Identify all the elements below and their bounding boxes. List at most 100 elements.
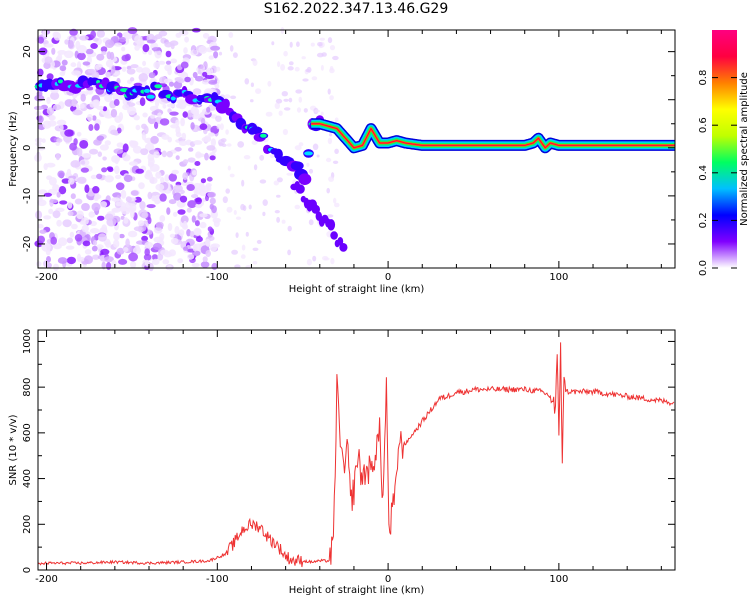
noise-speckle [194, 161, 201, 166]
noise-speckle [72, 109, 83, 116]
noise-speckle [81, 217, 89, 226]
noise-speckle [241, 179, 245, 187]
noise-speckle [93, 196, 99, 201]
noise-speckle [256, 239, 262, 244]
noise-speckle [205, 74, 215, 79]
noise-speckle [275, 98, 283, 104]
noise-speckle [172, 211, 178, 217]
noise-speckle [182, 111, 188, 118]
noise-speckle [259, 154, 265, 161]
y-tick-label: 400 [22, 469, 33, 488]
noise-speckle [178, 229, 185, 237]
spectral-branch-blob [311, 204, 321, 214]
noise-speckle [159, 193, 167, 202]
noise-speckle [152, 242, 162, 251]
noise-speckle [125, 238, 130, 248]
noise-speckle [276, 216, 280, 223]
noise-speckle [233, 210, 237, 215]
noise-speckle [106, 51, 112, 60]
noise-speckle [323, 257, 330, 261]
noise-speckle [327, 37, 333, 44]
colorbar-label: Normalized spectral amplitude [739, 72, 750, 226]
noise-speckle [191, 215, 196, 223]
noise-speckle [226, 143, 232, 147]
noise-speckle [123, 247, 129, 253]
noise-speckle [184, 36, 190, 43]
noise-speckle [200, 118, 206, 125]
noise-speckle [153, 61, 161, 69]
x-tick-label: 0 [385, 574, 391, 585]
noise-speckle [209, 203, 214, 210]
noise-speckle [53, 31, 61, 41]
noise-speckle [213, 220, 220, 228]
noise-speckle [130, 190, 139, 196]
noise-speckle [113, 239, 120, 248]
noise-speckle [157, 112, 162, 118]
noise-speckle [46, 107, 55, 115]
noise-speckle [127, 106, 137, 116]
noise-speckle [93, 37, 99, 42]
noise-speckle [253, 164, 258, 171]
noise-speckle [66, 237, 74, 244]
y-tick-label: -20 [22, 236, 33, 252]
noise-speckle [118, 258, 128, 265]
noise-speckle [90, 174, 98, 180]
noise-speckle [132, 246, 142, 255]
noise-speckle [252, 59, 258, 66]
colorbar: 0.0 0.2 0.4 0.6 0.8 Normalized spectral ampl… [698, 30, 750, 276]
noise-speckle [154, 226, 163, 234]
noise-speckle [280, 64, 286, 71]
noise-speckle [252, 261, 258, 265]
noise-speckle [151, 254, 158, 261]
noise-speckle [142, 60, 147, 66]
chart-title: S162.2022.347.13.46.G29 [263, 1, 449, 17]
noise-speckle [306, 258, 312, 266]
colorbar-gradient [712, 30, 737, 268]
noise-speckle [70, 160, 81, 168]
noise-speckle [70, 193, 76, 200]
noise-speckle [104, 140, 112, 146]
noise-speckle [329, 95, 334, 101]
spectral-blob-core [146, 94, 155, 99]
noise-speckle [135, 124, 141, 131]
noise-speckle [56, 219, 62, 227]
noise-speckle [205, 238, 211, 247]
noise-speckle [100, 201, 108, 208]
noise-speckle [231, 249, 239, 255]
noise-speckle [80, 93, 86, 102]
noise-speckle [255, 88, 262, 94]
noise-speckle [281, 91, 288, 97]
noise-speckle [274, 210, 280, 214]
noise-speckle [101, 167, 108, 173]
noise-speckle [34, 94, 45, 102]
noise-speckle [250, 82, 254, 88]
noise-speckle [59, 71, 66, 77]
noise-speckle [211, 262, 218, 271]
noise-speckle [111, 65, 116, 74]
noise-speckle [319, 37, 325, 41]
noise-speckle [89, 148, 99, 155]
noise-speckle [104, 213, 114, 221]
noise-speckle [80, 167, 89, 173]
noise-speckle [167, 223, 173, 231]
noise-speckle [237, 141, 245, 148]
noise-speckle [295, 89, 303, 94]
noise-speckle [59, 124, 64, 132]
noise-speckle [141, 131, 147, 141]
noise-speckle [165, 50, 172, 58]
noise-speckle [64, 39, 69, 45]
noise-speckle [97, 215, 105, 221]
noise-speckle [188, 147, 194, 152]
noise-speckle [170, 58, 178, 64]
spectral-branch-blob [327, 219, 336, 231]
noise-speckle [127, 230, 138, 238]
noise-speckle [294, 66, 300, 72]
noise-speckle [35, 210, 43, 220]
noise-speckle [240, 203, 246, 211]
noise-speckle [177, 258, 184, 264]
snr-y-axis-label: SNR (10 * v/v) [8, 414, 19, 485]
noise-speckle [138, 182, 145, 190]
noise-speckle [106, 262, 112, 270]
noise-speckle [71, 70, 81, 76]
noise-speckle [90, 30, 96, 39]
